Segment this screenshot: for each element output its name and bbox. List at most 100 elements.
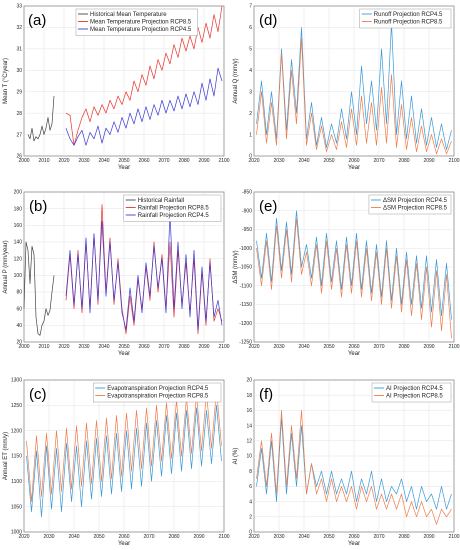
- y-tick-label: 20: [246, 378, 252, 384]
- panel-label: (e): [259, 198, 277, 215]
- x-tick-label: 2050: [323, 534, 334, 540]
- x-tick-label: 2080: [178, 344, 189, 350]
- panel-3: 2020 2030 2040 2050 2060 2070 2080 2090 2100 0 1 2 3…: [233, 4, 460, 171]
- y-tick-label: 6: [249, 25, 252, 31]
- y-tick-label: 28: [16, 111, 22, 117]
- x-tick-label: 2020: [18, 534, 29, 540]
- x-tick-label: 2040: [98, 158, 109, 164]
- x-tick-label: 2090: [198, 344, 209, 350]
- panel-label: (d): [259, 12, 277, 29]
- x-tick-label: 2060: [348, 534, 359, 540]
- x-tick-label: 2030: [78, 344, 89, 350]
- y-tick-label: 16: [246, 408, 252, 414]
- x-tick-label: 2020: [248, 534, 259, 540]
- x-tick-label: 2070: [158, 158, 169, 164]
- y-tick-label: 1150: [11, 454, 22, 460]
- legend: AI Projection RCP4.5 AI Projection RCP8.5: [371, 382, 452, 403]
- x-tick-label: 2090: [423, 344, 434, 350]
- x-tick-label: 2020: [58, 158, 69, 164]
- y-tick-label: 1: [249, 132, 252, 138]
- x-axis-label: Year: [348, 351, 360, 357]
- y-tick-label: 1100: [11, 479, 22, 485]
- series-line-1: [26, 389, 222, 502]
- legend: ΔSM Projection RCP4.5 ΔSM Projection RCP8…: [368, 194, 452, 215]
- legend-entry: Mean Temperature Projection RCP8.5: [90, 20, 192, 26]
- x-tick-label: 2050: [323, 344, 334, 350]
- x-tick-label: 2100: [448, 344, 459, 350]
- y-tick-label: -850: [242, 190, 252, 196]
- x-tick-label: 2070: [158, 344, 169, 350]
- y-tick-label: 18: [246, 393, 252, 399]
- legend-entry: Evapotranspiration Projection RCP4.5: [107, 386, 209, 392]
- x-tick-label: 2050: [118, 158, 129, 164]
- y-tick-label: 4: [249, 68, 252, 74]
- x-tick-label: 2030: [273, 534, 284, 540]
- legend-entry: Historical Rainfall: [138, 198, 184, 204]
- y-tick-label: -1050: [239, 265, 252, 271]
- series-line-0: [256, 22, 452, 150]
- x-tick-label: 2040: [98, 344, 109, 350]
- legend-entry: Rainfall Projection RCP4.5: [138, 213, 210, 219]
- y-tick-label: 2: [249, 515, 252, 521]
- y-tick-label: 2: [249, 111, 252, 117]
- panel-label: (c): [29, 386, 47, 403]
- y-tick-label: 60: [16, 306, 22, 312]
- series-line-0: [26, 404, 222, 518]
- legend: Historical Mean Temperature Mean Temperat…: [75, 8, 198, 36]
- x-tick-label: 2010: [38, 158, 49, 164]
- y-tick-label: 160: [14, 223, 23, 229]
- y-tick-label: 1300: [11, 378, 22, 384]
- x-tick-label: 2020: [58, 344, 69, 350]
- x-tick-label: 2070: [143, 534, 154, 540]
- x-tick-label: 2100: [218, 344, 229, 350]
- x-tick-label: 2040: [298, 534, 309, 540]
- y-axis-label: Mean T (°C/year): [3, 58, 9, 104]
- panel-5: 2020 2030 2040 2050 2060 2070 2080 2090 2100 0 2 4 6…: [233, 378, 460, 547]
- y-tick-label: 33: [16, 4, 22, 10]
- x-tick-label: 2090: [423, 534, 434, 540]
- legend: Runoff Projection RCP4.5 Runoff Projectio…: [359, 8, 452, 29]
- panel-label: (a): [28, 12, 46, 29]
- y-tick-label: 1050: [11, 504, 22, 510]
- x-axis-label: Year: [118, 351, 130, 357]
- x-axis-label: Year: [118, 541, 130, 547]
- y-tick-label: 4: [249, 499, 252, 505]
- y-tick-label: 32: [16, 25, 22, 31]
- x-tick-label: 2060: [138, 158, 149, 164]
- x-axis-label: Year: [118, 165, 130, 171]
- legend-entry: Evapotranspiration Projection RCP8.5: [107, 394, 209, 400]
- x-tick-label: 2060: [348, 344, 359, 350]
- y-tick-label: 7: [249, 4, 252, 10]
- series-line-2: [65, 212, 223, 330]
- y-tick-label: -1250: [239, 340, 252, 346]
- series-line-1: [256, 37, 452, 155]
- panel-1: 2000 2010 2020 2030 2040 2050 2060 2070 2080 2090…: [3, 190, 230, 357]
- series-line-2: [65, 67, 223, 146]
- x-tick-label: 2030: [78, 158, 89, 164]
- y-tick-label: 27: [16, 132, 22, 138]
- x-tick-label: 2000: [18, 344, 29, 350]
- series-line-0: [27, 95, 55, 142]
- x-tick-label: 2100: [218, 158, 229, 164]
- x-tick-label: 2080: [398, 534, 409, 540]
- legend-entry: ΔSM Projection RCP8.5: [383, 206, 448, 212]
- y-axis-label: Annual P (mm/year): [3, 240, 9, 293]
- y-tick-label: 5: [249, 47, 252, 53]
- y-tick-label: 3: [249, 89, 252, 95]
- x-tick-label: 2090: [193, 534, 204, 540]
- x-tick-label: 2040: [298, 158, 309, 164]
- panel-label: (b): [29, 198, 47, 215]
- y-tick-label: 120: [14, 256, 23, 262]
- x-tick-label: 2000: [18, 158, 29, 164]
- legend-box: [92, 382, 222, 403]
- panel-0: 2000 2010 2020 2030 2040 2050 2060 2070 2080 2090…: [3, 4, 230, 171]
- x-tick-label: 2050: [118, 344, 129, 350]
- legend-entry: AI Projection RCP4.5: [386, 386, 443, 392]
- y-axis-label: ΔSM (mm/y): [233, 250, 239, 283]
- legend: Evapotranspiration Projection RCP4.5 Evap…: [92, 382, 222, 403]
- legend-entry: Runoff Projection RCP8.5: [374, 20, 443, 26]
- y-tick-label: 14: [246, 423, 252, 429]
- y-tick-label: 0: [249, 530, 252, 536]
- y-tick-label: 200: [14, 190, 23, 196]
